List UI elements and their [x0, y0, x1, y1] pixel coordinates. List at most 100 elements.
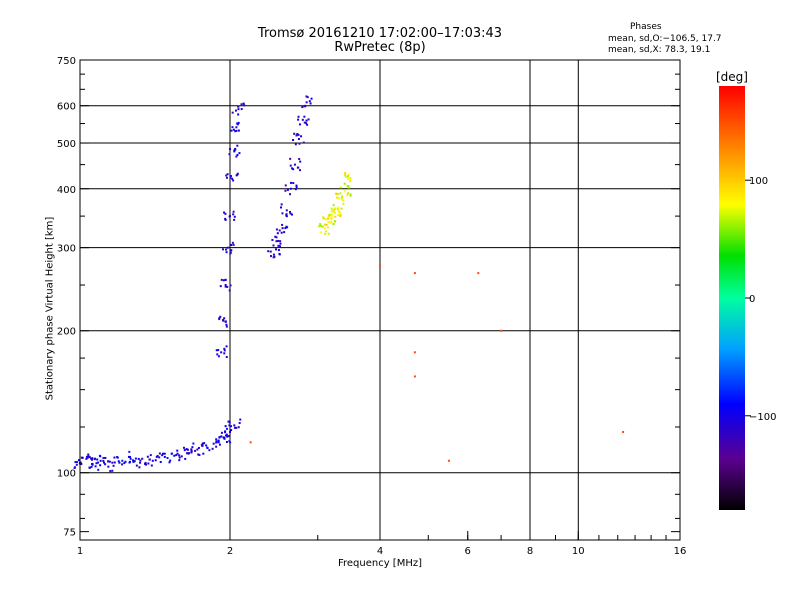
scatter-dot: [224, 217, 227, 220]
scatter-dot: [102, 459, 105, 462]
scatter-dot: [289, 210, 292, 213]
scatter-dot: [339, 215, 342, 218]
scatter-dot: [233, 215, 236, 218]
scatter-dot: [242, 102, 245, 105]
scatter-dot: [234, 130, 237, 133]
scatter-dot: [238, 152, 241, 155]
scatter-dot: [237, 426, 240, 429]
scatter-dot: [347, 192, 350, 195]
scatter-dot: [297, 133, 300, 136]
scatter-dot: [292, 182, 295, 185]
scatter-dot: [223, 211, 226, 214]
scatter-dot: [116, 456, 119, 459]
scatter-dot: [109, 470, 112, 473]
data-point: [249, 441, 252, 444]
scatter-dot: [205, 444, 208, 447]
scatter-dot: [328, 215, 331, 218]
scatter-dot: [121, 459, 124, 462]
scatter-dot: [327, 217, 330, 220]
scatter-dot: [280, 231, 283, 234]
scatter-dot: [324, 230, 327, 233]
scatter-dot: [134, 457, 137, 460]
scatter-dot: [237, 129, 240, 132]
scatter-dot: [307, 118, 310, 121]
x-axis-label: Frequency [MHz]: [337, 558, 423, 569]
y-tick-label: 500: [57, 139, 76, 150]
y-tick-label: 600: [57, 102, 76, 113]
scatter-dot: [230, 244, 233, 247]
data-point: [233, 150, 236, 153]
scatter-dot: [284, 184, 287, 187]
scatter-dot: [225, 176, 228, 179]
scatter-dot: [340, 207, 343, 210]
scatter-dot: [97, 461, 100, 464]
scatter-dot: [128, 450, 131, 453]
data-point: [235, 126, 238, 129]
scatter-dot: [237, 113, 240, 116]
scatter-dot: [225, 441, 228, 444]
scatter-dot: [208, 449, 211, 452]
data-point: [224, 284, 227, 287]
scatter-dot: [95, 462, 98, 465]
scatter-dot: [294, 188, 297, 191]
data-point: [99, 459, 102, 462]
colorbar-ticks: 100 0 −100: [745, 176, 776, 423]
scatter-dot: [203, 442, 206, 445]
scatter-dot: [306, 123, 309, 126]
scatter-dot: [154, 459, 157, 462]
scatter-dot: [289, 193, 292, 196]
scatter-dot: [215, 438, 218, 441]
scatter-dot: [138, 466, 141, 469]
scatter-dot: [325, 223, 328, 226]
scatter-dot: [349, 177, 352, 180]
scatter-dot: [279, 206, 282, 209]
scatter-dot: [220, 278, 223, 281]
data-point: [293, 163, 296, 166]
scatter-dot: [90, 457, 93, 460]
data-point: [277, 239, 280, 242]
scatter-dot: [215, 440, 218, 443]
scatter-dot: [330, 213, 333, 216]
scatter-dot: [219, 285, 222, 288]
scatter-dot: [226, 435, 229, 438]
x-tick-label: 1: [77, 546, 83, 557]
colorbar-tick-label: 0: [749, 294, 755, 305]
x-tick-label: 10: [572, 546, 585, 557]
scatter-dot: [277, 244, 280, 247]
data-point: [129, 455, 132, 458]
scatter-dot: [224, 218, 227, 221]
scatter-dot: [295, 134, 298, 137]
scatter-dot: [178, 454, 181, 457]
scatter-dot: [238, 422, 241, 425]
scatter-dot: [224, 285, 227, 288]
y-tick-label: 75: [63, 528, 76, 539]
scatter-dot: [334, 207, 337, 210]
scatter-dot: [163, 452, 166, 455]
scatter-dot: [330, 217, 333, 220]
scatter-dot: [243, 104, 246, 107]
scatter-dot: [111, 461, 114, 464]
scatter-dot: [88, 466, 91, 469]
y-tick-label: 400: [57, 185, 76, 196]
scatter-dot: [77, 459, 80, 462]
scatter-dot: [278, 229, 281, 232]
data-point: [305, 101, 308, 104]
scatter-dot: [239, 418, 242, 421]
scatter-dot: [272, 244, 275, 247]
scatter-dot: [232, 210, 235, 213]
scatter-dot: [339, 214, 342, 217]
scatter-dot: [158, 456, 161, 459]
scatter-dot: [168, 461, 171, 464]
data-point: [233, 424, 236, 427]
scatter-dot: [217, 349, 220, 352]
scatter-dot: [235, 155, 238, 158]
scatter-dot: [324, 223, 327, 226]
scatter-dot: [225, 356, 228, 359]
scatter-dot: [229, 176, 232, 179]
scatter-dot: [275, 228, 278, 231]
scatter-dot: [94, 465, 97, 468]
scatter-dot: [283, 231, 286, 234]
x-tick-label: 16: [674, 546, 687, 557]
scatter-dot: [305, 95, 308, 98]
